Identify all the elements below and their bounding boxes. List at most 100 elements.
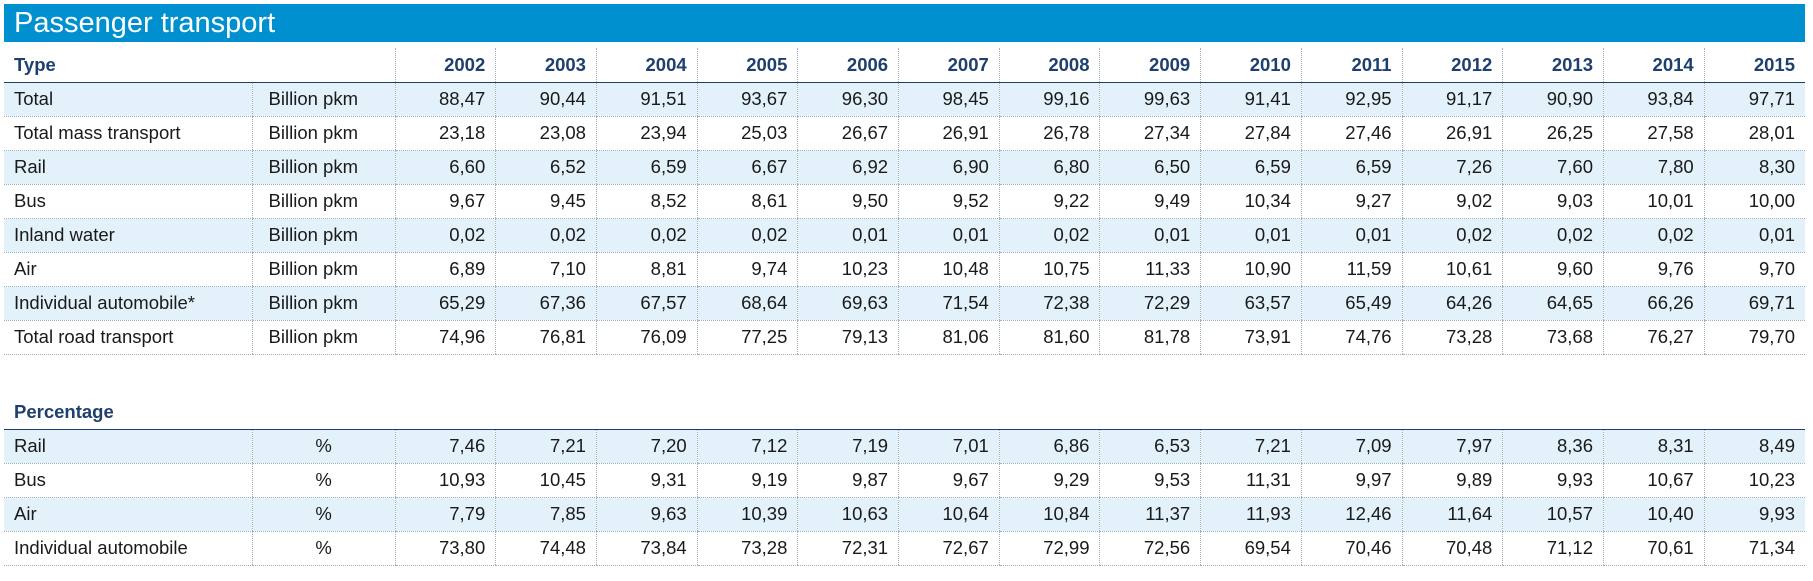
value-cell: 72,99 [998,531,1100,566]
page-title: Passenger transport [4,4,1805,42]
value-cell: 0,01 [1200,218,1302,253]
value-cell: 6,52 [495,150,597,185]
value-cell: 9,50 [797,184,899,219]
value-cell: 6,59 [1300,150,1403,185]
value-cell: 26,91 [898,116,1000,151]
value-cell: 76,09 [595,320,698,355]
value-cell: 93,84 [1603,82,1705,117]
value-cell: 74,76 [1300,320,1403,355]
table-row: Individual automobile* Billion pkm 65,29 67… [4,286,1805,321]
value-cell: 6,59 [1200,150,1302,185]
value-cell: 7,10 [495,252,597,287]
value-cell: 10,45 [495,463,597,498]
row-unit: Billion pkm [251,252,396,287]
value-cell: 74,48 [495,531,597,566]
value-cell: 8,81 [595,252,698,287]
value-cell: 64,65 [1502,286,1604,321]
row-unit: Billion pkm [251,184,396,219]
value-cell: 7,19 [797,429,899,464]
value-cell: 7,01 [898,429,1000,464]
row-unit: % [251,463,396,498]
value-cell: 7,20 [595,429,698,464]
table-row: Air% 7,79 7,85 9,63 10,39 10,63 10,64 10,84 11,3… [4,497,1805,532]
value-cell: 63,57 [1200,286,1302,321]
value-cell: 7,26 [1401,150,1503,185]
value-cell: 0,02 [394,218,496,253]
value-cell: 9,67 [898,463,1000,498]
spacer-cell [4,354,1805,396]
value-cell: 91,51 [595,82,698,117]
value-cell: 6,90 [898,150,1000,185]
value-cell: 10,90 [1200,252,1302,287]
value-cell: 6,80 [998,150,1100,185]
value-cell: 97,71 [1703,82,1805,117]
value-cell: 0,02 [1502,218,1604,253]
value-cell: 79,70 [1703,320,1805,355]
value-cell: 91,41 [1200,82,1302,117]
value-cell: 9,67 [394,184,496,219]
value-cell: 10,23 [1703,463,1805,498]
table-row: Bus Billion pkm 9,67 9,45 8,52 8,61 9,50 9,52 9,… [4,184,1805,219]
value-cell: 10,00 [1703,184,1805,219]
value-cell: 9,70 [1703,252,1805,287]
passenger-transport-table: Type 2002 2003 2004 2005 2006 2007 2008 2009 201… [4,48,1805,566]
value-cell: 7,85 [495,497,597,532]
value-cell: 0,01 [1099,218,1201,253]
value-cell: 0,02 [998,218,1100,253]
value-cell: 10,84 [998,497,1100,532]
value-cell: 71,54 [898,286,1000,321]
row-unit: Billion pkm [251,150,396,185]
table-row: Total road transport Billion pkm 74,96 76,8… [4,320,1805,355]
value-cell: 6,59 [595,150,698,185]
table-row: Total mass transport Billion pkm 23,18 23,0… [4,116,1805,151]
value-cell: 91,17 [1401,82,1503,117]
value-cell: 0,02 [696,218,798,253]
value-cell: 72,29 [1099,286,1201,321]
table-row: Bus% 10,93 10,45 9,31 9,19 9,87 9,67 9,29 9,53 11… [4,463,1805,498]
value-cell: 74,96 [394,320,496,355]
value-cell: 10,64 [898,497,1000,532]
value-cell: 76,81 [495,320,597,355]
value-cell: 0,02 [595,218,698,253]
value-cell: 9,76 [1603,252,1705,287]
value-cell: 12,46 [1300,497,1403,532]
value-cell: 10,63 [797,497,899,532]
value-cell: 76,27 [1603,320,1705,355]
transport-rows: Total Billion pkm 88,47 90,44 91,51 93,67 96,3… [4,82,1805,566]
value-cell: 90,44 [495,82,597,117]
value-cell: 73,28 [1401,320,1503,355]
column-header-year: 2008 [998,48,1100,83]
value-cell: 8,61 [696,184,798,219]
row-label: Total road transport [4,320,253,355]
value-cell: 73,91 [1200,320,1302,355]
value-cell: 7,79 [394,497,496,532]
value-cell: 9,03 [1502,184,1604,219]
value-cell: 77,25 [696,320,798,355]
value-cell: 11,64 [1401,497,1503,532]
value-cell: 28,01 [1703,116,1805,151]
value-cell: 0,01 [1703,218,1805,253]
row-unit: Billion pkm [251,82,396,117]
value-cell: 27,46 [1300,116,1403,151]
value-cell: 23,08 [495,116,597,151]
value-cell: 26,91 [1401,116,1503,151]
column-header-year: 2013 [1502,48,1604,83]
value-cell: 9,63 [595,497,698,532]
value-cell: 9,89 [1401,463,1503,498]
row-unit: Billion pkm [251,286,396,321]
value-cell: 10,40 [1603,497,1705,532]
value-cell: 10,75 [998,252,1100,287]
value-cell: 65,29 [394,286,496,321]
value-cell: 6,60 [394,150,496,185]
value-cell: 0,02 [1401,218,1503,253]
value-cell: 8,31 [1603,429,1705,464]
value-cell: 27,58 [1603,116,1705,151]
value-cell: 88,47 [394,82,496,117]
value-cell: 10,93 [394,463,496,498]
row-label: Total [4,82,253,117]
value-cell: 67,36 [495,286,597,321]
value-cell: 9,93 [1502,463,1604,498]
table-row: Total Billion pkm 88,47 90,44 91,51 93,67 96,3… [4,82,1805,117]
value-cell: 65,49 [1300,286,1403,321]
value-cell: 69,54 [1200,531,1302,566]
